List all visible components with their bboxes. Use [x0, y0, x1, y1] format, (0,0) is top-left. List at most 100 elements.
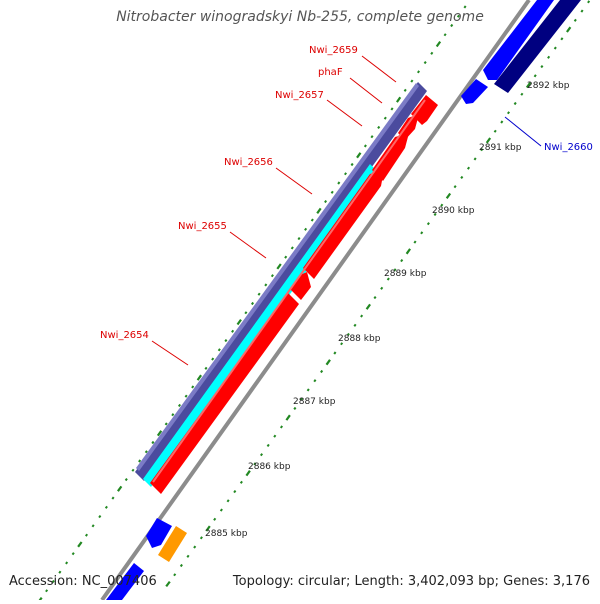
outer-tick	[279, 425, 284, 429]
inner-tick	[290, 246, 294, 250]
inner-tick	[316, 207, 322, 214]
inner-tick	[211, 357, 215, 361]
genome-backbone	[100, 0, 531, 602]
gene-group-bar-highlight	[136, 83, 419, 471]
inner-tick	[58, 570, 62, 574]
outer-tick	[533, 74, 537, 78]
inner-tick	[395, 96, 402, 103]
inner-tick	[156, 430, 163, 437]
inner-tick	[297, 237, 301, 241]
cds-arrow-bottom	[106, 563, 144, 600]
outer-tick	[313, 379, 317, 383]
outer-tick	[173, 573, 177, 577]
inner-tick	[276, 263, 282, 270]
inner-tick	[257, 292, 261, 296]
inner-tick	[98, 515, 102, 519]
outer-tick	[340, 342, 344, 346]
inner-tick	[51, 579, 55, 583]
inner-tick	[324, 200, 328, 204]
connector-nwi-2659	[361, 55, 397, 83]
genome-summary: Topology: circular; Length: 3,402,093 bp…	[232, 574, 590, 589]
inner-tick	[144, 450, 148, 454]
gene-labels: Nwi_2659 phaF Nwi_2657 Nwi_2656 Nwi_2655…	[100, 45, 593, 341]
outer-tick	[325, 359, 331, 366]
outer-tick	[266, 443, 270, 447]
outer-tick	[445, 192, 452, 199]
outer-tick	[413, 240, 417, 244]
inner-tick	[435, 40, 442, 48]
outer-tick	[259, 453, 264, 457]
outer-tick	[333, 351, 337, 355]
cds-track-highlight	[152, 99, 426, 483]
inner-tick	[65, 561, 69, 565]
gene-label-phaf: phaF	[318, 67, 343, 78]
inner-tick	[310, 218, 314, 222]
map-title: Nitrobacter winogradskyi Nb-255, complet…	[116, 9, 484, 25]
inner-tick	[91, 524, 95, 528]
outer-tick	[299, 397, 304, 401]
cds-arrow-phaf	[398, 114, 419, 140]
outer-tick	[466, 166, 471, 170]
outer-tick	[186, 554, 190, 558]
scale-labels: 2885 kbp 2886 kbp 2887 kbp 2888 kbp 2889…	[205, 81, 570, 539]
outer-tick	[353, 323, 357, 327]
outer-tick	[587, 0, 591, 4]
inner-tick	[250, 301, 255, 306]
inner-tick	[111, 496, 115, 500]
outer-tick	[285, 414, 291, 421]
inner-tick	[71, 552, 75, 556]
outer-tick	[386, 277, 390, 281]
inner-tick	[131, 468, 135, 472]
inner-tick	[456, 14, 460, 18]
inner-tick	[138, 459, 142, 463]
outer-tick	[525, 81, 532, 89]
outer-tick	[239, 480, 243, 484]
inner-tick	[390, 107, 394, 111]
inner-tick	[124, 478, 128, 482]
inner-tick	[356, 152, 362, 159]
outer-tick	[405, 248, 411, 255]
outer-tick	[566, 26, 572, 33]
inner-tick	[171, 413, 175, 417]
inner-tick	[410, 79, 414, 83]
cds-arrow-nwi-2655	[290, 272, 311, 300]
scale-label-2888: 2888 kbp	[338, 334, 381, 344]
outer-tick	[380, 286, 384, 290]
outer-tick	[293, 406, 297, 410]
connector-nwi-2655	[229, 231, 267, 259]
inner-tick	[284, 255, 288, 259]
inner-tick	[117, 485, 123, 492]
inner-tick	[196, 374, 202, 381]
outer-tick	[485, 137, 492, 144]
inner-tick	[370, 135, 374, 139]
outer-tick-row	[165, 0, 591, 588]
inner-tick	[84, 533, 89, 537]
outer-tick	[480, 148, 484, 152]
cds-arrow-small-lower	[146, 518, 172, 548]
outer-tick	[226, 499, 230, 503]
outer-tick	[233, 490, 237, 494]
inner-tick	[383, 116, 387, 120]
inner-tick	[224, 339, 228, 343]
scale-label-2889: 2889 kbp	[384, 269, 427, 279]
label-connectors	[151, 55, 542, 366]
outer-tick	[393, 268, 397, 272]
cds-arrow-nwi-2654	[150, 293, 299, 494]
outer-tick	[346, 332, 350, 337]
outer-tick	[513, 101, 517, 106]
inner-tick	[177, 403, 182, 407]
outer-tick	[433, 212, 437, 216]
scale-label-2887: 2887 kbp	[293, 397, 336, 407]
outer-tick	[365, 303, 371, 310]
inner-tick	[244, 311, 248, 315]
outer-tick	[179, 563, 183, 568]
scale-label-2890: 2890 kbp	[432, 206, 475, 216]
inner-tick-row	[37, 5, 467, 604]
outer-tick	[580, 9, 584, 13]
inner-tick	[330, 190, 334, 194]
inner-tick	[377, 125, 381, 129]
forward-cds-track	[150, 95, 438, 494]
outer-tick	[440, 203, 444, 207]
outer-tick	[453, 185, 457, 189]
scale-label-2891: 2891 kbp	[479, 143, 522, 153]
